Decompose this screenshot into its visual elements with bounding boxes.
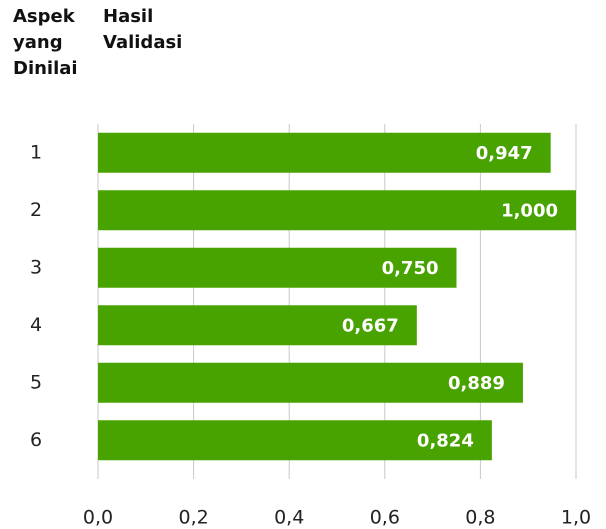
value-label: 0,824 — [417, 430, 474, 451]
x-tick-label: 1,0 — [561, 507, 591, 529]
value-label: 0,889 — [448, 373, 505, 394]
y-tick-label: 2 — [30, 199, 42, 221]
bar — [98, 420, 492, 461]
value-label: 0,947 — [476, 143, 533, 164]
bar — [98, 247, 457, 288]
x-tick-label: 0,0 — [83, 507, 113, 529]
y-tick-label: 1 — [30, 141, 42, 163]
value-label: 0,750 — [382, 258, 439, 279]
value-label: 0,667 — [342, 315, 399, 336]
bar — [98, 362, 523, 403]
x-tick-label: 0,2 — [178, 507, 208, 529]
bar — [98, 132, 551, 173]
value-label: 1,000 — [501, 200, 558, 221]
x-axis-title: Hasil Validasi — [103, 6, 183, 53]
bar — [98, 190, 576, 231]
x-tick-label: 0,4 — [274, 507, 304, 529]
bar — [98, 305, 417, 346]
y-tick-label: 4 — [30, 314, 42, 336]
y-tick-label: 3 — [30, 256, 42, 278]
y-tick-label: 6 — [30, 429, 42, 451]
y-axis-title: Aspek yang Dinilai — [13, 6, 78, 79]
y-tick-label: 5 — [30, 371, 42, 393]
x-tick-label: 0,8 — [465, 507, 495, 529]
x-tick-label: 0,6 — [370, 507, 400, 529]
